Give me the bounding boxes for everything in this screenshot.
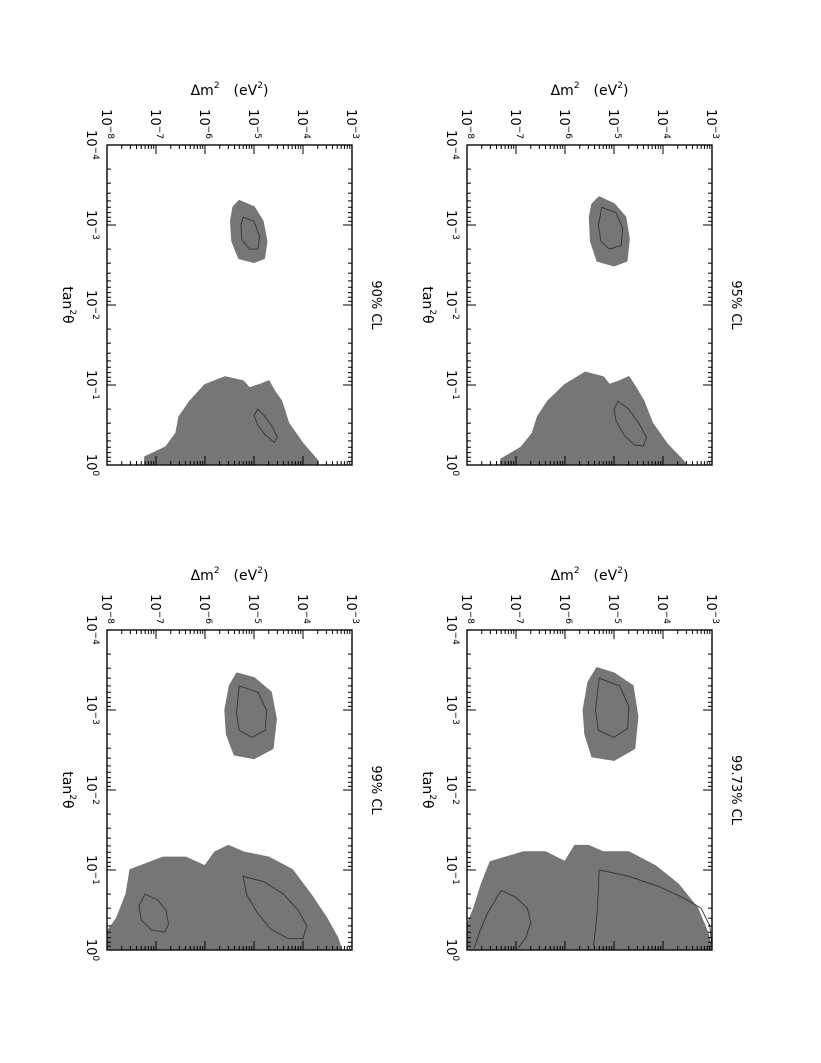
contour-sma — [240, 216, 261, 250]
allowed-region-lma-low-band — [144, 376, 319, 465]
contour-low — [138, 893, 169, 933]
x-tick-label: 100 — [83, 939, 100, 962]
y-tick-label: 10−7 — [507, 109, 524, 139]
y-tick-label: 10−5 — [245, 594, 262, 624]
confidence-level-label: 99.73% CL — [728, 755, 743, 826]
y-tick-label: 10−4 — [294, 109, 311, 139]
x-tick-label: 10−4 — [83, 130, 100, 160]
allowed-region-lma-low-band — [107, 844, 343, 950]
x-tick-label: 100 — [443, 454, 460, 477]
x-tick-label: 10−3 — [83, 210, 100, 240]
y-axis-title-group: Δm2 (eV2) — [551, 81, 629, 99]
panel-3: 10−4 10−3 10−2 10−1 100 10−8 10−7 10−6 10−5 10−4 1… — [59, 566, 383, 961]
y-axis-title-group: Δm2 (eV2) — [551, 566, 629, 584]
x-tick-label: 10−2 — [443, 290, 460, 320]
y-tick-label: 10−4 — [294, 594, 311, 624]
y-tick-label: 10−7 — [507, 594, 524, 624]
x-tick-label: 10−2 — [83, 775, 100, 805]
confidence-level-label: 95% CL — [728, 280, 743, 330]
y-axis-title: Δm2 (eV2) — [191, 566, 269, 584]
contour-low-lower — [473, 890, 502, 949]
allowed-region-lma-low-band — [467, 844, 712, 950]
x-tick-label: 10−4 — [443, 130, 460, 160]
y-axis-title: Δm2 (eV2) — [551, 566, 629, 584]
contour-sma — [236, 685, 267, 738]
y-axis-title: Δm2 (eV2) — [551, 81, 629, 99]
x-tick-label: 10−2 — [83, 290, 100, 320]
x-axis-title: tan2θ — [419, 286, 437, 323]
y-tick-label: 10−8 — [458, 109, 475, 139]
x-tick-label: 100 — [443, 939, 460, 962]
y-axis-title-group: Δm2 (eV2) — [191, 81, 269, 99]
y-tick-label: 10−6 — [196, 109, 213, 139]
plot-area — [144, 199, 319, 465]
y-tick-label: 10−6 — [556, 109, 573, 139]
y-tick-label: 10−6 — [556, 594, 573, 624]
contour-lma-lower — [592, 869, 600, 947]
x-tick-label: 10−1 — [443, 855, 460, 885]
x-axis-title: tan2θ — [419, 771, 437, 808]
contour-sma — [597, 206, 624, 250]
allowed-region-lma-low-band — [500, 371, 688, 465]
plot-area — [107, 672, 343, 950]
y-tick-label: 10−8 — [98, 109, 115, 139]
x-axis-title: tan2θ — [59, 771, 77, 808]
y-axis-title: Δm2 (eV2) — [191, 81, 269, 99]
x-tick-label: 10−2 — [443, 775, 460, 805]
allowed-region-sma — [588, 196, 630, 267]
y-tick-label: 10−5 — [245, 109, 262, 139]
contour-lma — [242, 875, 308, 940]
contour-lma — [253, 408, 278, 443]
contour-low — [501, 889, 532, 949]
x-tick-label: 10−3 — [443, 210, 460, 240]
y-tick-label: 10−8 — [458, 594, 475, 624]
confidence-level-label: 99% CL — [368, 765, 383, 815]
y-tick-label: 10−4 — [654, 109, 671, 139]
y-tick-label: 10−7 — [147, 109, 164, 139]
y-tick-label: 10−3 — [343, 594, 360, 624]
y-tick-label: 10−5 — [605, 594, 622, 624]
y-tick-label: 10−3 — [703, 109, 720, 139]
allowed-region-sma — [582, 667, 639, 761]
y-tick-label: 10−8 — [98, 594, 115, 624]
allowed-region-sma — [230, 199, 268, 263]
y-tick-label: 10−7 — [147, 594, 164, 624]
plot-area — [500, 196, 688, 465]
x-tick-label: 10−1 — [83, 855, 100, 885]
confidence-level-label: 90% CL — [368, 280, 383, 330]
x-axis-title: tan2θ — [59, 286, 77, 323]
panel-1: 10−4 10−3 10−2 10−1 100 10−8 10−7 10−6 10−5 10−4 1… — [59, 81, 383, 476]
x-tick-label: 10−4 — [443, 615, 460, 645]
y-tick-label: 10−4 — [654, 594, 671, 624]
panel-2: 10−4 10−3 10−2 10−1 100 10−8 10−7 10−6 10−5 10−4 1… — [419, 81, 743, 476]
x-tick-label: 10−1 — [443, 370, 460, 400]
contour-sma — [595, 677, 630, 738]
x-tick-label: 10−3 — [443, 695, 460, 725]
contour-lma — [613, 400, 647, 447]
y-tick-label: 10−6 — [196, 594, 213, 624]
x-tick-label: 10−1 — [83, 370, 100, 400]
y-tick-label: 10−5 — [605, 109, 622, 139]
y-tick-label: 10−3 — [343, 109, 360, 139]
panel-4: 10−4 10−3 10−2 10−1 100 10−8 10−7 10−6 10−5 10−4 1… — [419, 566, 743, 961]
y-tick-label: 10−3 — [703, 594, 720, 624]
y-axis-title-group: Δm2 (eV2) — [191, 566, 269, 584]
plot-area — [467, 667, 712, 950]
x-tick-label: 10−3 — [83, 695, 100, 725]
x-tick-label: 100 — [83, 454, 100, 477]
x-tick-label: 10−4 — [83, 615, 100, 645]
